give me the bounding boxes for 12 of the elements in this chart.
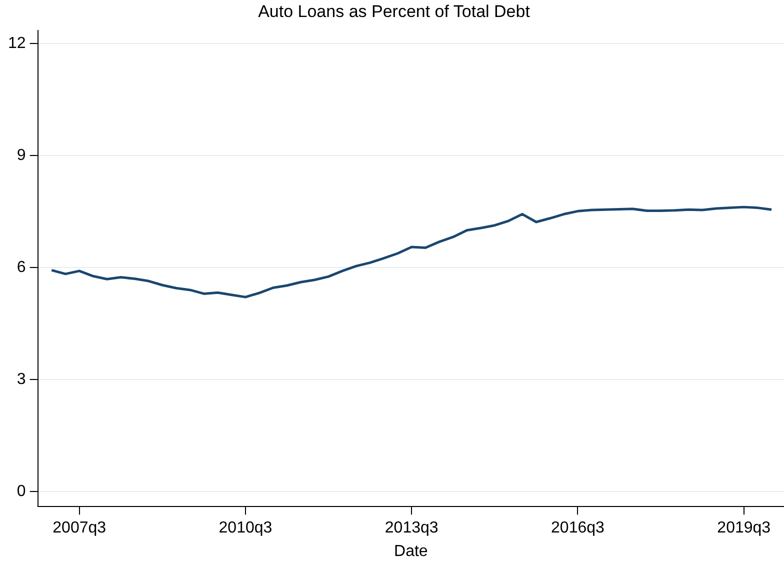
x-tick-label: 2016q3 (551, 520, 605, 537)
y-tick-label: 0 (16, 483, 26, 500)
x-tick-label: 2010q3 (218, 520, 272, 537)
x-tick-label: 2007q3 (52, 520, 106, 537)
y-tick-label: 12 (8, 34, 26, 52)
x-axis-title: Date (394, 542, 428, 560)
chart-title: Auto Loans as Percent of Total Debt (258, 2, 530, 21)
x-tick-label: 2019q3 (717, 520, 771, 537)
y-tick-label: 9 (16, 146, 26, 164)
y-tick-label: 3 (16, 371, 26, 388)
x-tick-label: 2013q3 (384, 520, 438, 537)
y-tick-label: 6 (16, 258, 26, 276)
